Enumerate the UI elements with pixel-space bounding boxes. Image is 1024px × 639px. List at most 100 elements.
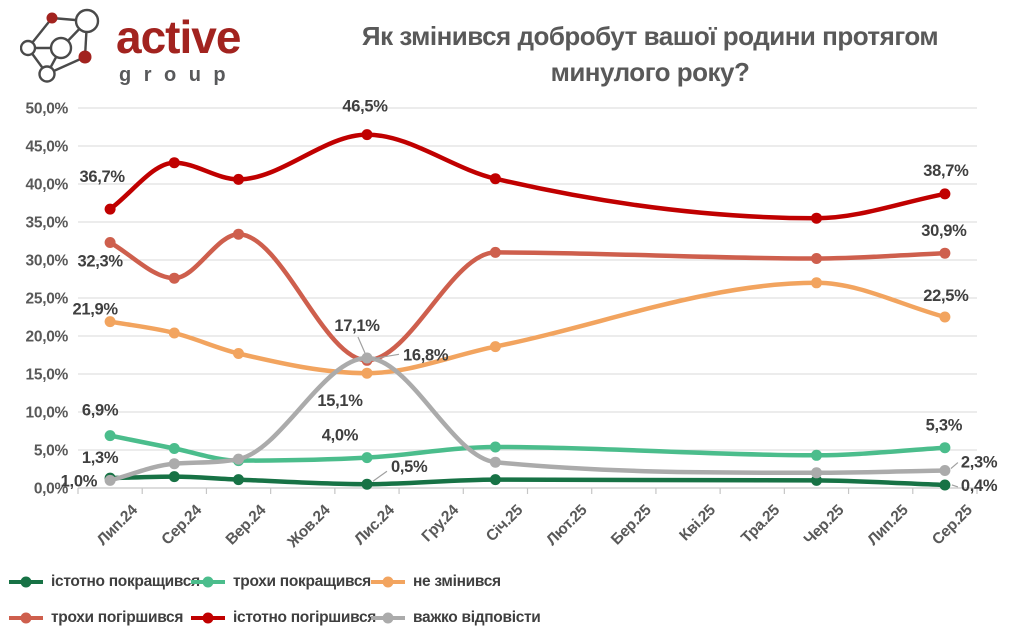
legend-item-4: трохи погіршився — [8, 605, 183, 631]
data-point — [361, 452, 373, 464]
chart-title-line1: Як змінився добробут вашої родини протяг… — [361, 21, 939, 51]
label-leader-line — [374, 353, 400, 359]
chart-title-line2: минулого року? — [550, 57, 750, 88]
legend-label: трохи погіршився — [51, 609, 184, 626]
data-point — [489, 474, 501, 486]
series-line-3 — [107, 280, 948, 376]
x-tick-label: Сер.24 — [158, 501, 205, 548]
data-label: 1,3% — [82, 449, 119, 467]
data-point — [361, 367, 373, 379]
data-label: 32,3% — [77, 253, 123, 271]
data-point — [168, 471, 180, 483]
label-leader-line — [951, 484, 959, 488]
data-point — [104, 203, 116, 215]
logo-sub-text: group — [119, 64, 239, 87]
data-label: 0,5% — [391, 458, 428, 476]
data-point — [811, 277, 822, 289]
legend-marker-icon — [9, 612, 43, 624]
x-tick-label: Сер.25 — [929, 501, 976, 548]
legend-item-2: трохи покращився — [190, 569, 371, 595]
y-tick-label: 20,0% — [26, 329, 69, 346]
logo-brand-text: active — [116, 11, 241, 63]
y-tick-label: 35,0% — [26, 215, 69, 232]
x-tick-label: Лип.25 — [864, 501, 912, 549]
x-tick-label: Кві.25 — [676, 501, 719, 544]
x-tick-label: Лис.24 — [351, 501, 398, 548]
data-point — [233, 453, 244, 465]
data-point — [104, 430, 116, 442]
y-tick-label: 40,0% — [26, 177, 69, 194]
data-point — [811, 474, 822, 486]
legend-item-6: важко відповісти — [370, 605, 541, 631]
x-tick-label: Жов.24 — [284, 501, 334, 551]
legend-marker-icon — [371, 612, 405, 624]
data-point — [104, 474, 116, 486]
data-point — [489, 456, 501, 468]
data-point — [939, 247, 951, 259]
data-point — [939, 442, 951, 454]
data-point — [489, 441, 501, 453]
data-label: 0,4% — [961, 477, 998, 495]
y-tick-label: 0,0% — [34, 481, 69, 498]
legend-item-3: не змінився — [370, 569, 501, 595]
data-label: 5,3% — [926, 417, 963, 435]
y-tick-label: 30,0% — [26, 253, 69, 270]
data-point — [361, 129, 373, 141]
data-label: 2,3% — [961, 454, 998, 472]
data-point — [104, 316, 116, 328]
y-tick-label: 10,0% — [26, 405, 69, 422]
data-label: 16,8% — [403, 346, 449, 364]
data-label: 46,5% — [342, 98, 388, 116]
data-point — [233, 474, 244, 486]
data-point — [233, 228, 244, 240]
data-point — [811, 212, 822, 224]
y-tick-label: 50,0% — [26, 101, 69, 118]
chart-title: Як змінився добробут вашої родини протяг… — [285, 18, 1015, 91]
y-tick-label: 5,0% — [34, 443, 69, 460]
logo-network-icon — [20, 8, 100, 83]
legend-marker-icon — [9, 576, 43, 588]
y-tick-label: 25,0% — [26, 291, 69, 308]
data-point — [811, 253, 822, 264]
legend-marker-icon — [191, 612, 225, 624]
legend-label: трохи покращився — [233, 573, 371, 590]
data-point — [168, 443, 180, 454]
data-point — [489, 173, 501, 185]
data-point — [233, 348, 244, 359]
y-tick-label: 45,0% — [26, 139, 69, 156]
label-leader-line — [372, 470, 388, 482]
data-label: 21,9% — [72, 301, 118, 319]
data-label: 22,5% — [923, 287, 969, 305]
data-point — [811, 467, 822, 479]
data-point — [168, 157, 180, 169]
data-label: 1,0% — [61, 472, 98, 490]
data-label: 38,7% — [923, 162, 969, 180]
legend-label: істотно покращився — [51, 573, 200, 590]
legend-item-5: істотно погіршився — [190, 605, 376, 631]
data-point — [811, 449, 822, 461]
x-tick-label: Чер.25 — [801, 501, 848, 548]
data-point — [939, 465, 951, 476]
logo-wordmark: active group — [116, 11, 241, 87]
data-label: 6,9% — [82, 402, 119, 420]
line-chart: 0,0% 5,0% 10,0% 15,0% 20,0% 25,0% 30,0% 35,0% 40… — [26, 98, 999, 552]
legend-item-1: істотно покращився — [8, 569, 200, 595]
data-label: 17,1% — [334, 317, 380, 335]
x-tick-label: Тра.25 — [738, 501, 784, 547]
active-group-logo: active group — [20, 6, 241, 90]
x-tick-label: Бер.25 — [608, 501, 655, 548]
label-leader-line — [357, 336, 366, 354]
data-label: 4,0% — [322, 427, 359, 445]
data-label: 15,1% — [317, 392, 363, 410]
data-point — [168, 458, 180, 470]
data-point — [939, 188, 951, 200]
x-tick-label: Гру.24 — [419, 501, 463, 545]
legend-marker-icon — [191, 576, 225, 588]
x-tick-label: Лют.25 — [543, 501, 591, 549]
chart-legend: істотно покращився трохи покращився не з… — [8, 569, 748, 639]
x-tick-label: Вер.24 — [223, 501, 270, 548]
legend-marker-icon — [371, 576, 405, 588]
x-tick-label: Лип.24 — [94, 501, 142, 549]
y-tick-label: 15,0% — [26, 367, 69, 384]
data-label: 36,7% — [79, 168, 125, 186]
